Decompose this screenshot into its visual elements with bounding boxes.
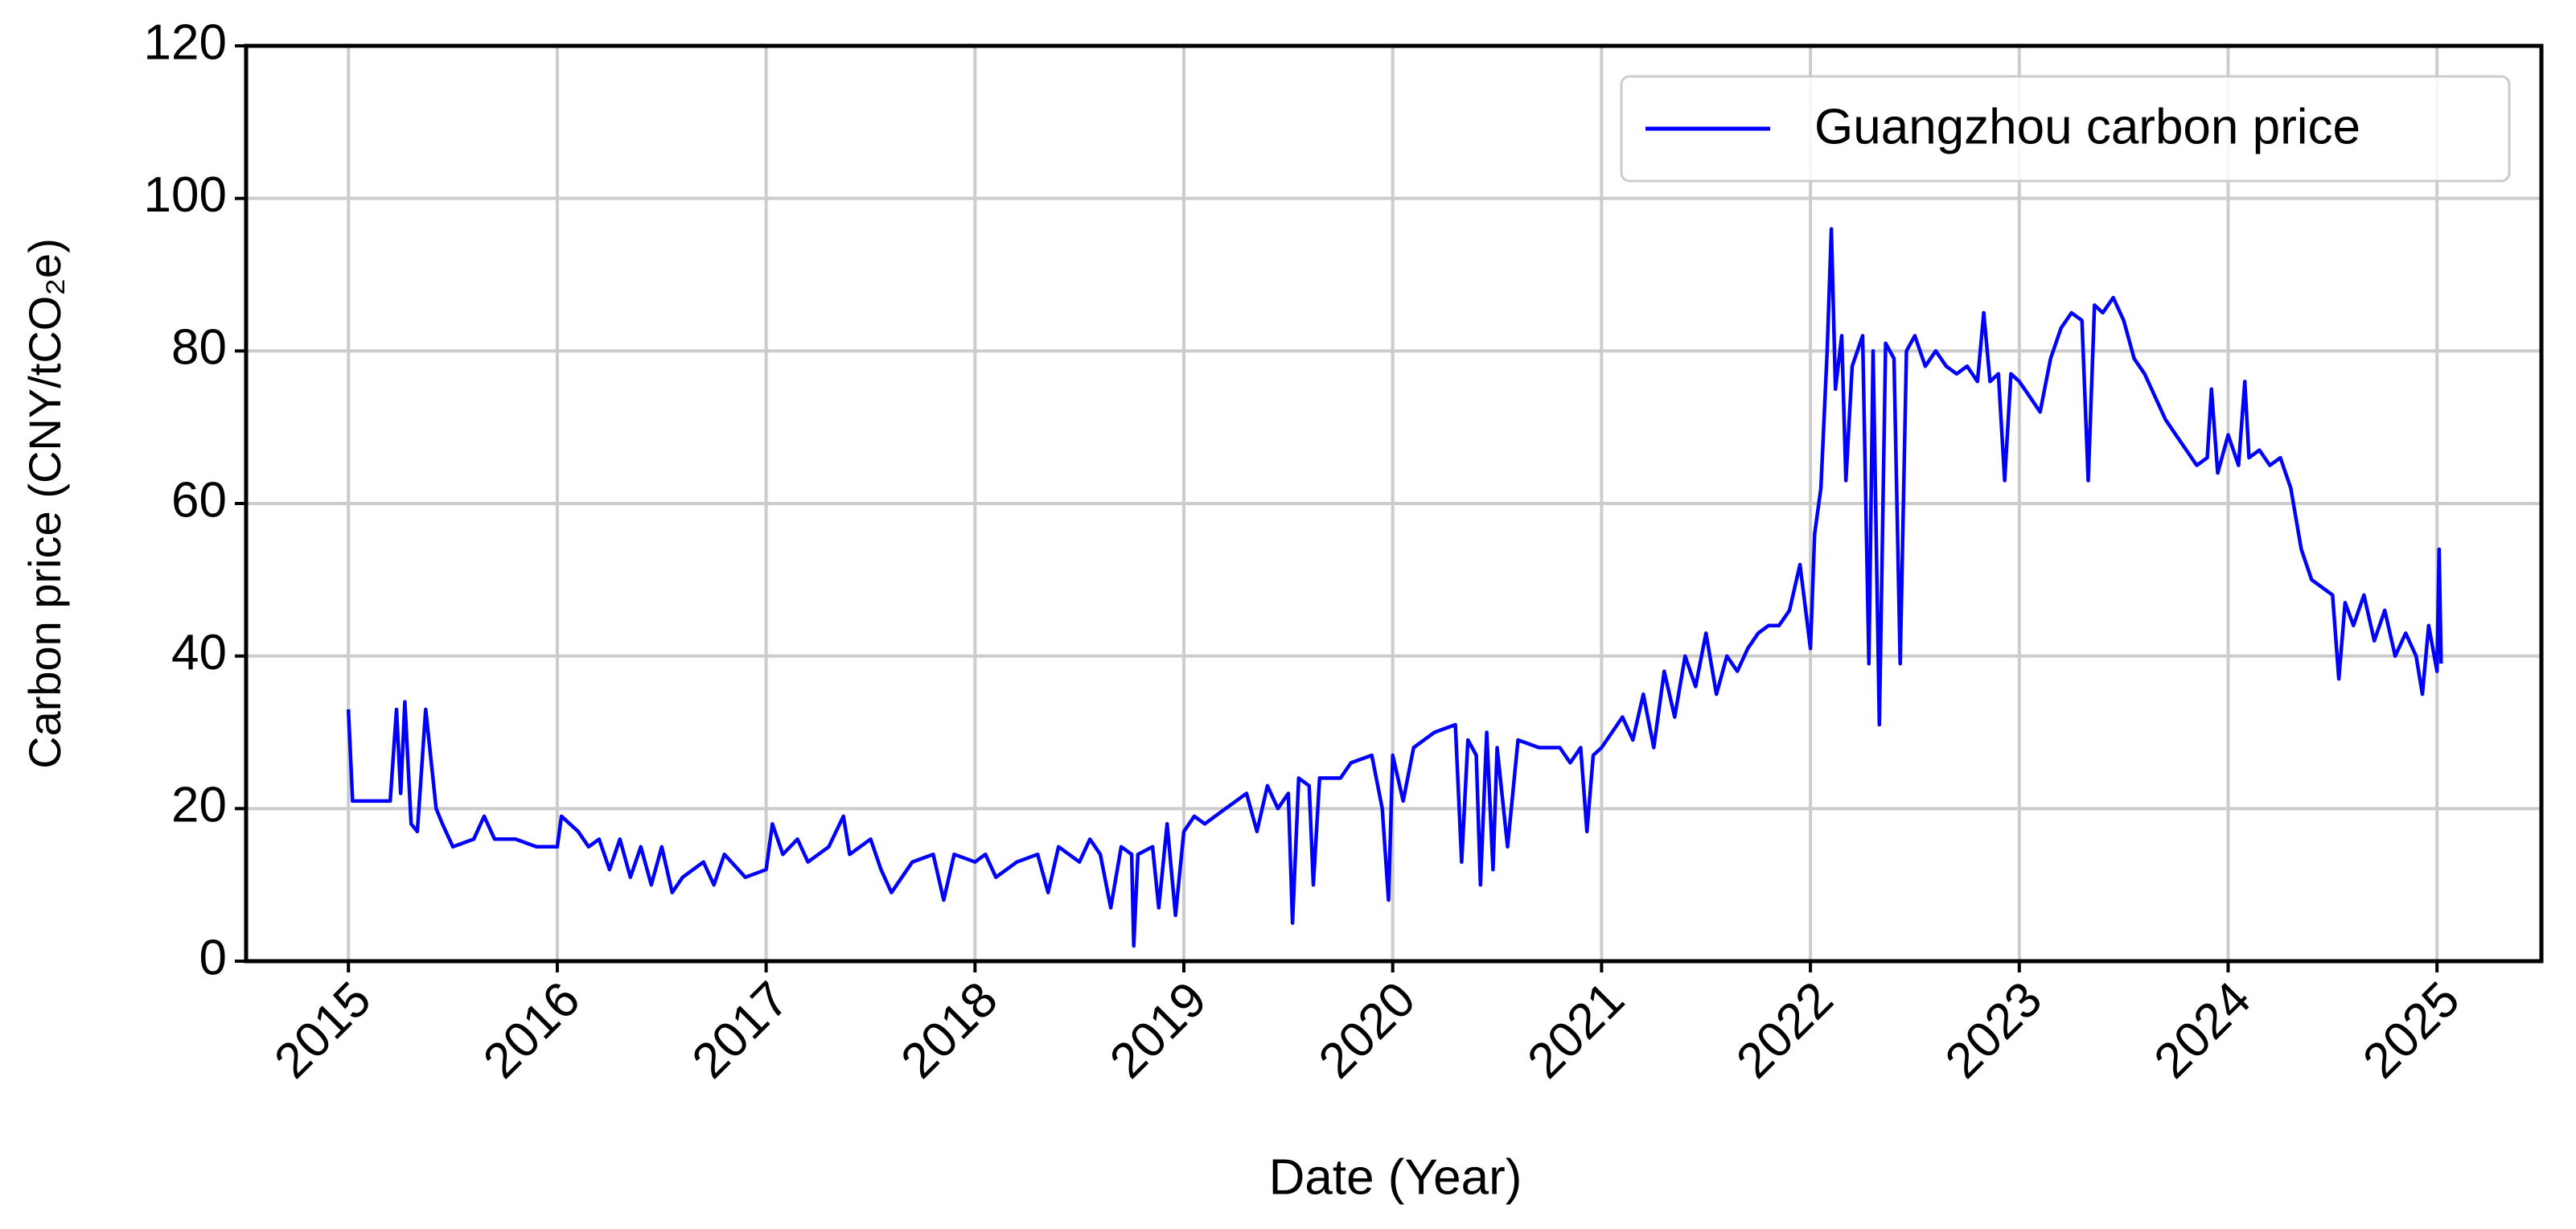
y-tick-label: 80 (171, 320, 227, 376)
y-axis-label: Carbon price (CNY/tCO₂e) (19, 238, 70, 769)
x-tick-label: 2017 (682, 972, 799, 1089)
x-tick-label: 2016 (473, 972, 590, 1089)
x-tick-label: 2021 (1518, 972, 1635, 1089)
y-tick-label: 100 (144, 167, 227, 223)
y-tick-label: 120 (144, 14, 227, 70)
x-tick-label: 2022 (1726, 972, 1843, 1089)
legend-label: Guangzhou carbon price (1814, 99, 2360, 154)
x-tick-label: 2015 (264, 972, 381, 1089)
plot-frame (244, 43, 2544, 964)
y-tick-label: 40 (171, 625, 227, 680)
x-tick-label: 2023 (1935, 972, 2052, 1089)
x-tick-label: 2018 (890, 972, 1008, 1089)
x-axis-label: Date (Year) (1269, 1149, 1522, 1205)
x-tick-label: 2025 (2352, 972, 2470, 1089)
x-tick-label: 2024 (2144, 972, 2262, 1089)
x-tick-label: 2020 (1309, 972, 1426, 1089)
legend-box (1620, 75, 2511, 183)
data-line (346, 227, 2443, 948)
x-tick-label: 2019 (1099, 972, 1217, 1089)
y-tick-label: 60 (171, 472, 227, 528)
y-tick-label: 0 (199, 930, 227, 985)
y-tick-label: 20 (171, 778, 227, 833)
